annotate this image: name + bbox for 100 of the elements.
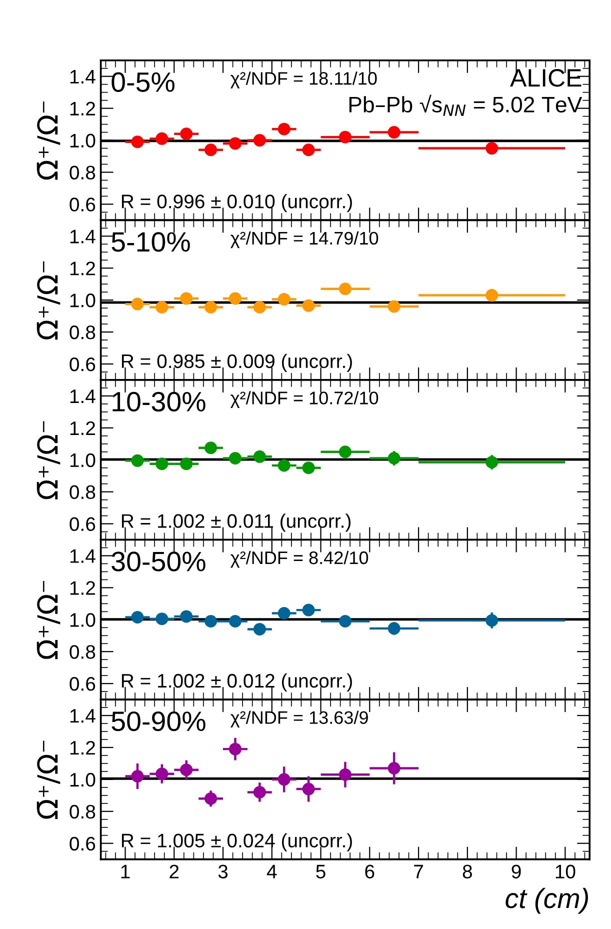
- annotation: R = 1.002 ± 0.012 (uncorr.): [122, 673, 352, 692]
- y-tick-label: 0.8: [70, 325, 96, 340]
- y-tick-label: 0.6: [70, 198, 96, 212]
- point: [156, 458, 168, 470]
- chart-title: 30-50%: [112, 552, 206, 572]
- point: [486, 614, 498, 627]
- point: [131, 136, 144, 148]
- y-tick-label: 1.0: [70, 772, 96, 787]
- point: [302, 462, 315, 474]
- point: [253, 134, 266, 147]
- point: [278, 122, 290, 136]
- y-tick-label: 1.2: [70, 740, 95, 755]
- point: [204, 301, 218, 314]
- y-axis-title: Ω̄⁺/Ω⁻: [36, 421, 60, 500]
- y-tick-label: 0.6: [70, 517, 96, 532]
- point: [278, 293, 290, 306]
- point: [131, 454, 144, 467]
- point: [338, 446, 352, 458]
- annotation: R = 0.985 ± 0.009 (uncorr.): [122, 354, 352, 372]
- point: [253, 786, 266, 798]
- y-tick-label: 1.0: [70, 134, 96, 148]
- y-tick-label: 0.8: [70, 804, 96, 819]
- point: [180, 458, 193, 470]
- annotation: R = 1.002 ± 0.011 (uncorr.): [122, 514, 351, 532]
- y-axis-title: Ω̄⁺/Ω⁻: [36, 580, 60, 660]
- point: [228, 614, 242, 628]
- y-tick-label: 0.8: [70, 166, 96, 180]
- y-tick-label: 1.4: [70, 709, 96, 723]
- point: [338, 768, 352, 781]
- point: [131, 770, 144, 782]
- point: [228, 137, 242, 150]
- annotation: Pb–Pb √s$_{NN}$ = 5.02 TeV: [349, 94, 582, 116]
- x-tick-label: 5: [316, 864, 326, 878]
- x-tick-label: 6: [365, 864, 374, 878]
- x-axis-title: ct (cm): [506, 888, 588, 914]
- annotation: χ²/NDF = 8.42/10: [230, 550, 368, 568]
- y-tick-label: 0.6: [70, 836, 96, 851]
- point: [131, 610, 144, 624]
- point: [156, 768, 168, 780]
- point: [486, 289, 498, 302]
- annotation: χ²/NDF = 18.11/10: [230, 72, 377, 88]
- y-tick-label: 0.8: [70, 485, 96, 500]
- point: [486, 142, 498, 155]
- point: [278, 773, 290, 786]
- point: [131, 298, 144, 310]
- y-axis-title: Ω̄⁺/Ω⁻: [36, 261, 60, 340]
- point: [388, 126, 400, 139]
- point: [204, 144, 218, 156]
- annotation: χ²/NDF = 14.79/10: [230, 231, 378, 248]
- y-tick-label: 1.4: [70, 390, 96, 403]
- y-tick-label: 1.0: [70, 613, 96, 627]
- point: [180, 764, 193, 776]
- point: [338, 282, 352, 296]
- point: [338, 614, 352, 628]
- y-tick-label: 1.2: [70, 421, 95, 435]
- point: [253, 622, 266, 636]
- y-tick-label: 1.4: [70, 230, 96, 244]
- chart-title: 5-10%: [112, 232, 190, 252]
- point: [253, 301, 266, 314]
- point: [180, 128, 193, 140]
- y-tick-label: 1.2: [70, 102, 95, 116]
- point: [253, 450, 266, 463]
- point: [204, 614, 218, 628]
- x-tick-label: 10: [556, 864, 576, 878]
- point: [228, 742, 242, 756]
- x-tick-label: 4: [266, 864, 277, 878]
- y-tick-label: 1.2: [70, 581, 95, 595]
- point: [156, 612, 168, 626]
- point: [388, 452, 400, 465]
- point: [204, 792, 218, 805]
- x-tick-label: 8: [462, 864, 472, 878]
- point: [388, 762, 400, 774]
- y-axis-title: Ω̄⁺/Ω⁻: [36, 740, 60, 819]
- point: [302, 299, 315, 312]
- point: [302, 782, 315, 796]
- point: [302, 144, 315, 156]
- y-tick-label: 1.4: [70, 70, 96, 84]
- point: [278, 607, 290, 620]
- x-tick-label: 7: [414, 864, 423, 878]
- point: [156, 301, 168, 314]
- annotation: R = 0.996 ± 0.010 (uncorr.): [122, 194, 352, 212]
- point: [278, 459, 290, 472]
- annotation: ALICE: [510, 69, 582, 87]
- annotation: χ²/NDF = 13.63/9: [230, 710, 368, 728]
- x-tick-label: 2: [170, 864, 179, 878]
- point: [204, 442, 218, 454]
- chart-title: 0-5%: [112, 72, 174, 92]
- y-tick-label: 1.2: [70, 262, 95, 276]
- y-tick-label: 0.8: [70, 645, 96, 659]
- y-axis-title: Ω̄⁺/Ω⁻: [36, 102, 60, 180]
- annotation: R = 1.005 ± 0.024 (uncorr.): [122, 833, 352, 852]
- point: [338, 130, 352, 144]
- y-tick-label: 0.6: [70, 357, 96, 372]
- chart-title: 50-90%: [112, 711, 206, 732]
- point: [302, 604, 315, 616]
- x-tick-label: 9: [512, 864, 521, 878]
- point: [156, 132, 168, 145]
- point: [486, 456, 498, 468]
- x-tick-label: 3: [218, 864, 228, 878]
- y-tick-label: 0.6: [70, 677, 96, 691]
